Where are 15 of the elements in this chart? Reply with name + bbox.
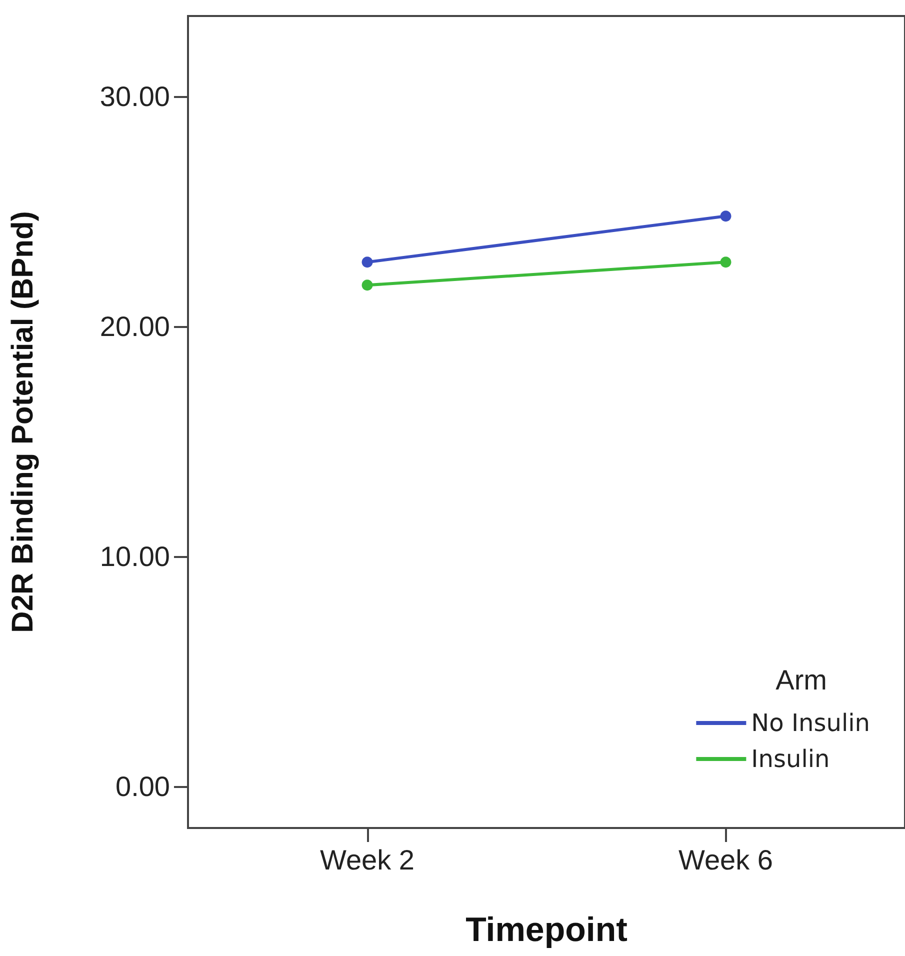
point <box>720 210 732 222</box>
point <box>362 280 373 291</box>
x-tick-label: Week 6 <box>678 844 773 876</box>
y-tick-label: 10.00 <box>100 541 170 572</box>
legend-label: Insulin <box>751 745 830 773</box>
x-tick-label: Week 2 <box>320 844 414 876</box>
x-axis-title: Timepoint <box>466 911 628 949</box>
y-tick-label: 30.00 <box>100 81 170 112</box>
legend-label: No Insulin <box>751 709 870 737</box>
point <box>720 256 732 268</box>
y-axis-title: D2R Binding Potential (BPnd) <box>6 211 40 633</box>
legend-title: Arm <box>776 664 828 696</box>
point <box>362 256 373 268</box>
y-tick-label: 20.00 <box>100 311 170 342</box>
y-tick-label: 0.00 <box>116 771 170 802</box>
